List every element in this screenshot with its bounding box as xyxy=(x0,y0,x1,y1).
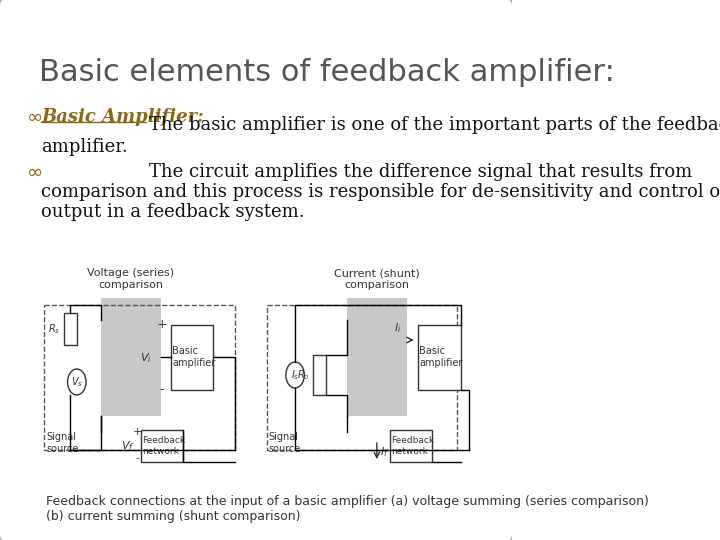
Text: Basic
amplifier: Basic amplifier xyxy=(172,346,215,368)
Bar xyxy=(171,325,213,390)
Bar xyxy=(266,305,457,450)
Text: $V_s$: $V_s$ xyxy=(71,375,83,389)
Text: Feedback
network: Feedback network xyxy=(143,436,185,456)
Bar xyxy=(141,430,184,462)
Text: Current (shunt)
comparison: Current (shunt) comparison xyxy=(334,268,420,290)
Text: ∞: ∞ xyxy=(27,163,43,182)
Bar xyxy=(313,355,325,395)
Text: +: + xyxy=(133,427,143,437)
FancyBboxPatch shape xyxy=(0,0,513,540)
Text: The basic amplifier is one of the important parts of the feedback: The basic amplifier is one of the import… xyxy=(149,116,720,134)
Text: Basic Amplifier:: Basic Amplifier: xyxy=(41,108,204,126)
Bar xyxy=(64,313,77,345)
Text: Feedback connections at the input of a basic amplifier (a) voltage summing (seri: Feedback connections at the input of a b… xyxy=(46,495,649,523)
Text: $I_s$: $I_s$ xyxy=(291,368,300,382)
Bar xyxy=(347,298,408,416)
Circle shape xyxy=(286,362,305,388)
Text: output in a feedback system.: output in a feedback system. xyxy=(41,203,305,221)
Bar xyxy=(418,325,461,390)
Text: The circuit amplifies the difference signal that results from: The circuit amplifies the difference sig… xyxy=(149,163,693,181)
Text: amplifier.: amplifier. xyxy=(41,138,128,156)
Text: $V_f$: $V_f$ xyxy=(122,439,135,453)
Text: $I_i$: $I_i$ xyxy=(395,321,402,335)
Text: Signal
source: Signal source xyxy=(269,432,301,454)
Bar xyxy=(44,305,235,450)
Text: Signal
source: Signal source xyxy=(46,432,78,454)
Text: $V_i$: $V_i$ xyxy=(140,351,152,365)
Text: +: + xyxy=(157,319,168,332)
Text: Basic
amplifier: Basic amplifier xyxy=(420,346,463,368)
Text: $R_o$: $R_o$ xyxy=(297,368,310,382)
Bar xyxy=(390,430,432,462)
Text: $I_f$: $I_f$ xyxy=(380,445,390,459)
Text: Voltage (series)
comparison: Voltage (series) comparison xyxy=(87,268,174,290)
Text: -: - xyxy=(136,453,140,463)
Text: Basic elements of feedback amplifier:: Basic elements of feedback amplifier: xyxy=(39,58,615,87)
Text: comparison and this process is responsible for de-sensitivity and control of the: comparison and this process is responsib… xyxy=(41,183,720,201)
Text: -: - xyxy=(160,383,164,396)
Text: $R_s$: $R_s$ xyxy=(48,322,60,336)
Bar xyxy=(101,298,161,416)
Circle shape xyxy=(68,369,86,395)
Text: ∞: ∞ xyxy=(27,108,43,127)
Text: Feedback
network: Feedback network xyxy=(391,436,434,456)
